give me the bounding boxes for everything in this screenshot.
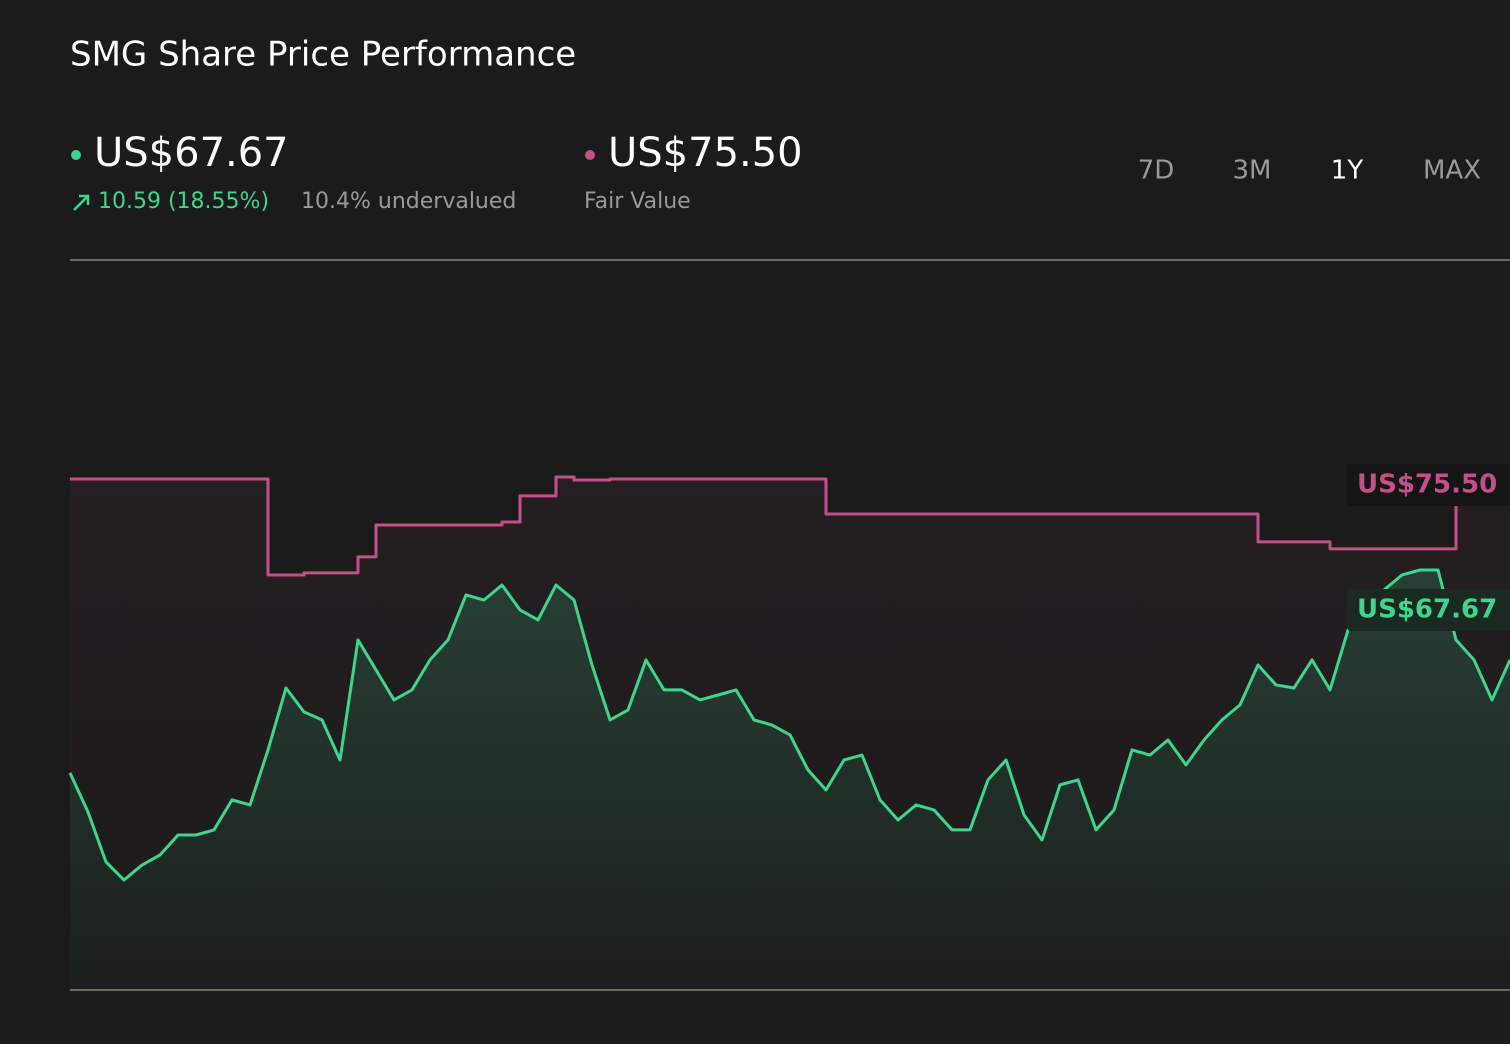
chart-title: SMG Share Price Performance xyxy=(70,35,576,75)
price-end-label: US$67.67 xyxy=(1357,595,1497,625)
range-button[interactable]: 1Y xyxy=(1331,156,1364,186)
price-end-box xyxy=(1347,589,1510,631)
fair-value-label: Fair Value xyxy=(584,189,691,214)
series-line xyxy=(68,568,1510,882)
price-change: 10.59 (18.55%) xyxy=(98,189,269,214)
valuation: 10.4% undervalued xyxy=(301,189,516,214)
series-area xyxy=(70,570,1510,990)
fair-value-end-box xyxy=(1347,464,1510,506)
fair-value: US$75.50 xyxy=(608,130,803,176)
fair-value-end-label: US$75.50 xyxy=(1357,470,1497,500)
price: US$67.67 xyxy=(94,130,289,176)
series-line xyxy=(70,475,1510,577)
plot xyxy=(68,475,1510,990)
fair-value-dot xyxy=(585,150,595,160)
range-buttons: 7D 3M 1Y MAX xyxy=(1138,156,1481,186)
range-button[interactable]: 3M xyxy=(1233,156,1272,186)
range-button[interactable]: 7D xyxy=(1138,156,1175,186)
price-dot xyxy=(71,150,81,160)
up-arrow-icon xyxy=(73,194,90,211)
range-button[interactable]: MAX xyxy=(1423,156,1481,186)
